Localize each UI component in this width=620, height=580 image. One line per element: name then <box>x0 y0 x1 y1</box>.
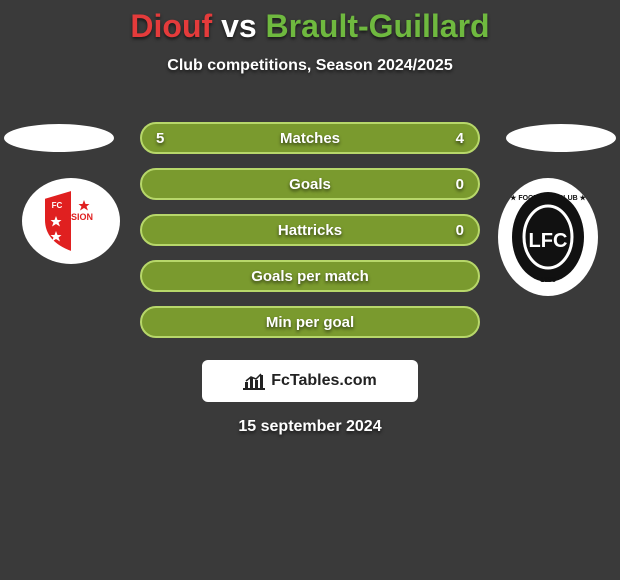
stat-left-value: 5 <box>156 130 164 147</box>
stat-row: Hattricks 0 <box>140 214 480 246</box>
club-badge-right: LFC ★ FOOTBALL CLUB ★ 1908 <box>498 178 598 296</box>
site-badge[interactable]: FcTables.com <box>202 360 418 402</box>
vs-separator: vs <box>221 8 257 44</box>
subtitle: Club competitions, Season 2024/2025 <box>0 57 620 75</box>
stats-container: 5 Matches 4 Goals 0 Hattricks 0 Goals per match… <box>140 122 480 352</box>
page-title: Diouf vs Brault-Guillard <box>0 0 620 45</box>
stat-row: Min per goal <box>140 306 480 338</box>
site-label: FcTables.com <box>271 372 377 390</box>
stat-label: Goals per match <box>251 268 369 285</box>
svg-text:SION: SION <box>71 212 93 222</box>
stat-label: Hattricks <box>278 222 342 239</box>
stat-right-value: 0 <box>456 176 464 193</box>
stat-row: 5 Matches 4 <box>140 122 480 154</box>
fc-sion-shield-icon: FC SION <box>36 186 106 256</box>
bar-chart-icon <box>243 372 265 390</box>
stat-row: Goals per match <box>140 260 480 292</box>
stat-label: Matches <box>280 130 340 147</box>
date-label: 15 september 2024 <box>0 418 620 436</box>
stat-label: Goals <box>289 176 331 193</box>
player1-marker <box>4 124 114 152</box>
player2-name: Brault-Guillard <box>266 8 490 44</box>
stat-row: Goals 0 <box>140 168 480 200</box>
svg-text:1908: 1908 <box>540 277 556 284</box>
club-badge-left: FC SION <box>22 178 120 264</box>
player2-marker <box>506 124 616 152</box>
svg-text:★ FOOTBALL CLUB ★: ★ FOOTBALL CLUB ★ <box>510 194 587 202</box>
stat-right-value: 0 <box>456 222 464 239</box>
player1-name: Diouf <box>130 8 212 44</box>
stat-label: Min per goal <box>266 314 354 331</box>
fc-lugano-shield-icon: LFC ★ FOOTBALL CLUB ★ 1908 <box>507 187 589 287</box>
stat-right-value: 4 <box>456 130 464 147</box>
svg-text:FC: FC <box>52 201 63 210</box>
svg-text:LFC: LFC <box>529 230 568 252</box>
